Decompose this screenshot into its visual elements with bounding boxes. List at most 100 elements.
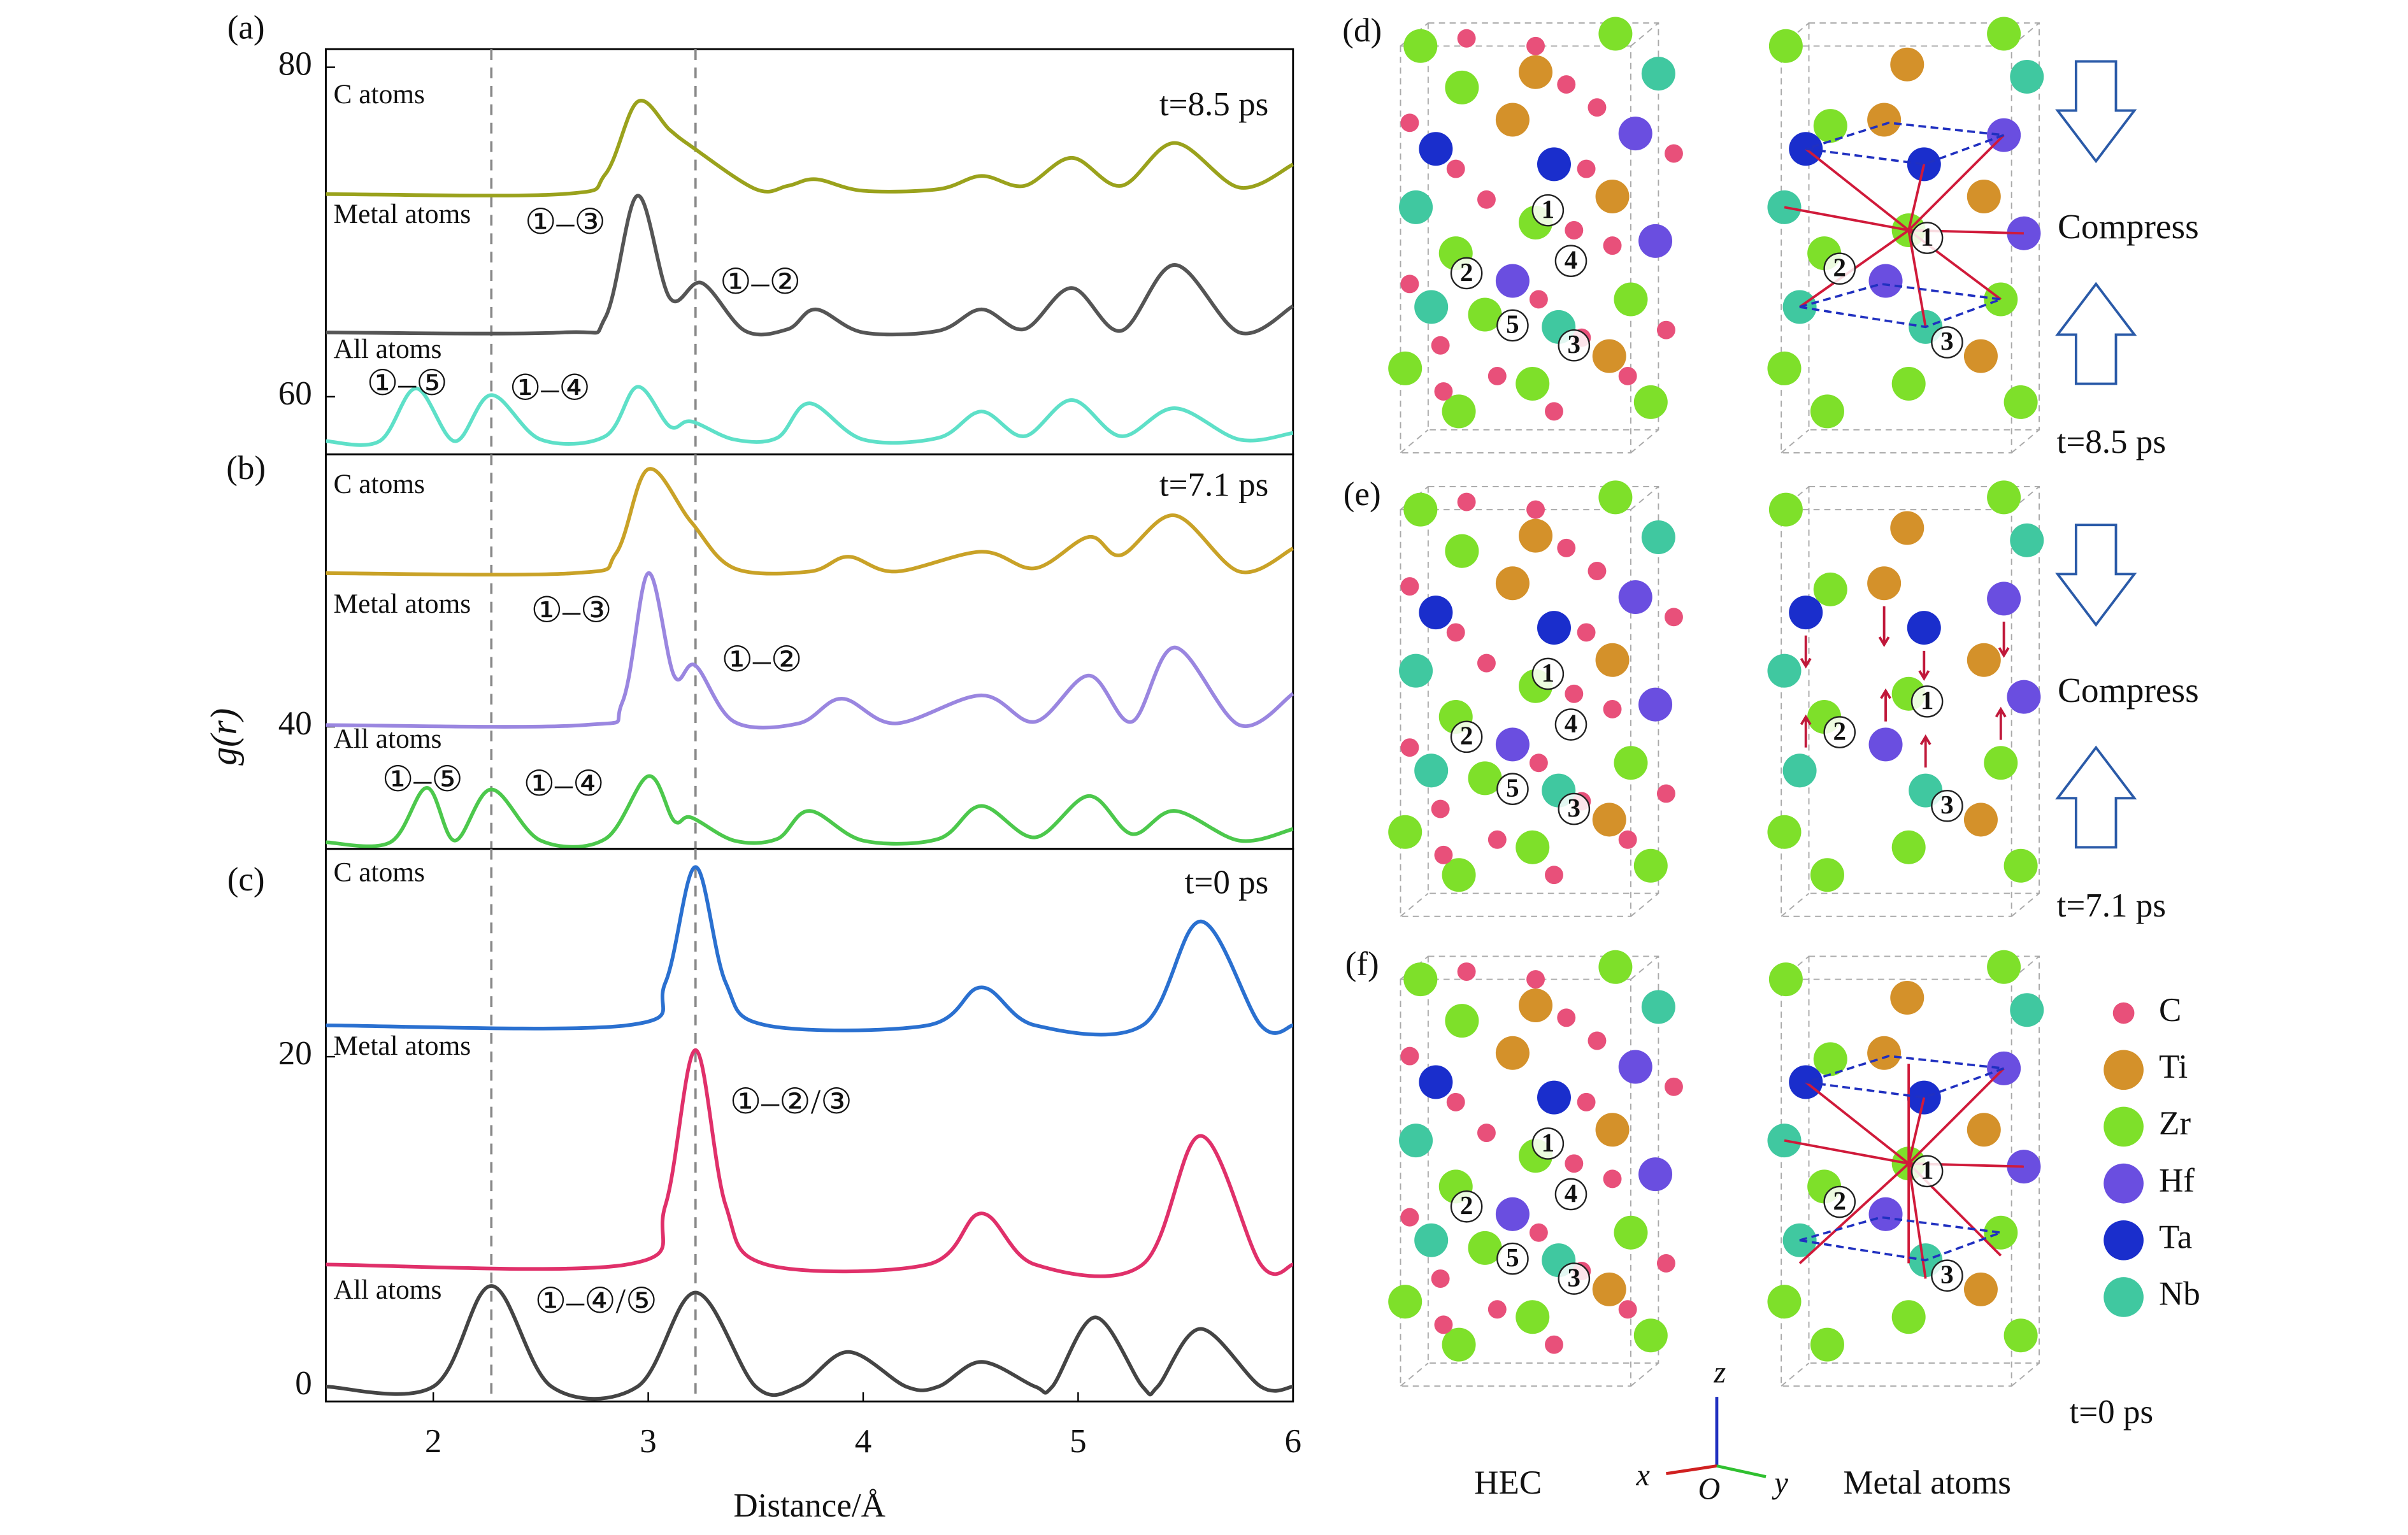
- atom: [1519, 55, 1553, 89]
- compress-arrow: [2055, 60, 2137, 164]
- bond-plane: [1805, 121, 2005, 166]
- cell-box: [1400, 45, 1631, 453]
- atom: [1963, 339, 1998, 373]
- atom: [2003, 385, 2038, 419]
- bond-line: [1907, 164, 1926, 231]
- atom: [1868, 727, 1903, 762]
- time-label: t=7.1 ps: [1159, 467, 1268, 504]
- axis-name: y: [1771, 1466, 1788, 1500]
- atom: [1768, 29, 1803, 63]
- atom: [1665, 144, 1683, 163]
- atom-label: 3: [1568, 793, 1580, 822]
- x-tick-label: 5: [1070, 1423, 1087, 1460]
- time-label: t=7.1 ps: [2057, 887, 2166, 924]
- panel-label: (f): [1345, 945, 1379, 982]
- cell-edge: [1630, 429, 1659, 453]
- atom-label: 2: [1833, 716, 1845, 745]
- cell-box: [1781, 978, 2012, 1387]
- atom-label-ring: [1554, 708, 1587, 741]
- bond-line: [1784, 1139, 1909, 1165]
- atom: [1967, 643, 2001, 677]
- annotation: ①–④: [523, 764, 604, 803]
- annotation: ①–⑤: [367, 364, 448, 403]
- atom-label: 4: [1565, 245, 1577, 275]
- atom-label: 4: [1565, 708, 1577, 738]
- atom: [1867, 1036, 1902, 1070]
- y-tick-label: 60: [278, 375, 312, 412]
- atom: [1477, 653, 1496, 673]
- bond-line: [1907, 1067, 2005, 1165]
- atom: [1457, 492, 1476, 511]
- atom: [1457, 962, 1476, 981]
- atom: [1419, 1065, 1453, 1099]
- time-label: t=0 ps: [1185, 864, 1269, 901]
- annotation: ①–③: [525, 203, 606, 241]
- atom: [1587, 98, 1607, 117]
- atom: [1963, 803, 1998, 837]
- bond-line: [1907, 134, 2005, 231]
- atom: [1641, 520, 1675, 555]
- atom: [1891, 366, 1926, 401]
- series-label: Metal atoms: [334, 589, 471, 619]
- atom-label-ring: [1558, 792, 1591, 825]
- atom: [1767, 190, 1802, 224]
- atom: [1867, 103, 1902, 137]
- atom-label-ring: [1496, 309, 1529, 342]
- atom: [1618, 117, 1652, 151]
- atom: [1891, 1300, 1926, 1334]
- y-tick-label: 0: [295, 1365, 312, 1402]
- atom: [1434, 1315, 1453, 1334]
- compress-label: Compress: [2058, 671, 2199, 710]
- legend-label: C: [2159, 992, 2181, 1029]
- data-line: [326, 194, 1294, 337]
- atom-label-ring: [1931, 1259, 1963, 1292]
- atom: [1516, 366, 1550, 401]
- plot-frame: [325, 848, 1294, 1403]
- atom-label-ring: [1554, 245, 1587, 278]
- atom: [1477, 1124, 1496, 1143]
- atom: [1557, 538, 1576, 557]
- atom: [1592, 803, 1626, 837]
- cell-edge: [1400, 429, 1429, 453]
- legend-label: Ti: [2159, 1048, 2188, 1085]
- annotation: ①–④: [510, 368, 591, 407]
- atom: [2003, 848, 2038, 883]
- atom: [1468, 1231, 1502, 1265]
- atom: [1442, 394, 1476, 429]
- atom: [2010, 523, 2044, 557]
- atom: [1529, 753, 1548, 773]
- atom-label-ring: [1823, 1185, 1856, 1218]
- series-label: Metal atoms: [334, 199, 471, 229]
- atom-label-ring: [1558, 1262, 1591, 1295]
- atom-label-ring: [1554, 1178, 1587, 1211]
- axis-y: [1716, 1464, 1767, 1478]
- atom: [1403, 29, 1438, 63]
- y-tick-label: 40: [278, 705, 312, 742]
- atom: [1907, 611, 1941, 645]
- cell-edge: [2011, 429, 2040, 453]
- atom: [1414, 290, 1449, 324]
- shift-arrow-head: [1800, 714, 1812, 725]
- axis-x: [1666, 1464, 1717, 1475]
- atom: [1400, 577, 1419, 596]
- atom: [1603, 1169, 1622, 1189]
- atom: [1767, 1285, 1802, 1319]
- atom: [1592, 339, 1626, 373]
- atom: [1431, 336, 1450, 355]
- cell-edge: [1400, 1362, 1429, 1387]
- x-tick-label: 3: [640, 1423, 657, 1460]
- data-line: [326, 571, 1294, 730]
- atom-label: 5: [1506, 310, 1519, 339]
- atom: [1618, 580, 1652, 614]
- bond-line: [1907, 1097, 1926, 1164]
- compress-arrow: [2055, 745, 2137, 849]
- shift-arrow-head: [1918, 670, 1930, 681]
- atom: [1495, 1197, 1530, 1231]
- atom: [1633, 1318, 1668, 1353]
- atom: [1641, 57, 1675, 91]
- atom-label: 5: [1506, 773, 1519, 803]
- atom: [1614, 282, 1648, 317]
- atom-label: 3: [1940, 790, 1953, 819]
- atom: [1526, 500, 1545, 519]
- atom: [1641, 990, 1675, 1024]
